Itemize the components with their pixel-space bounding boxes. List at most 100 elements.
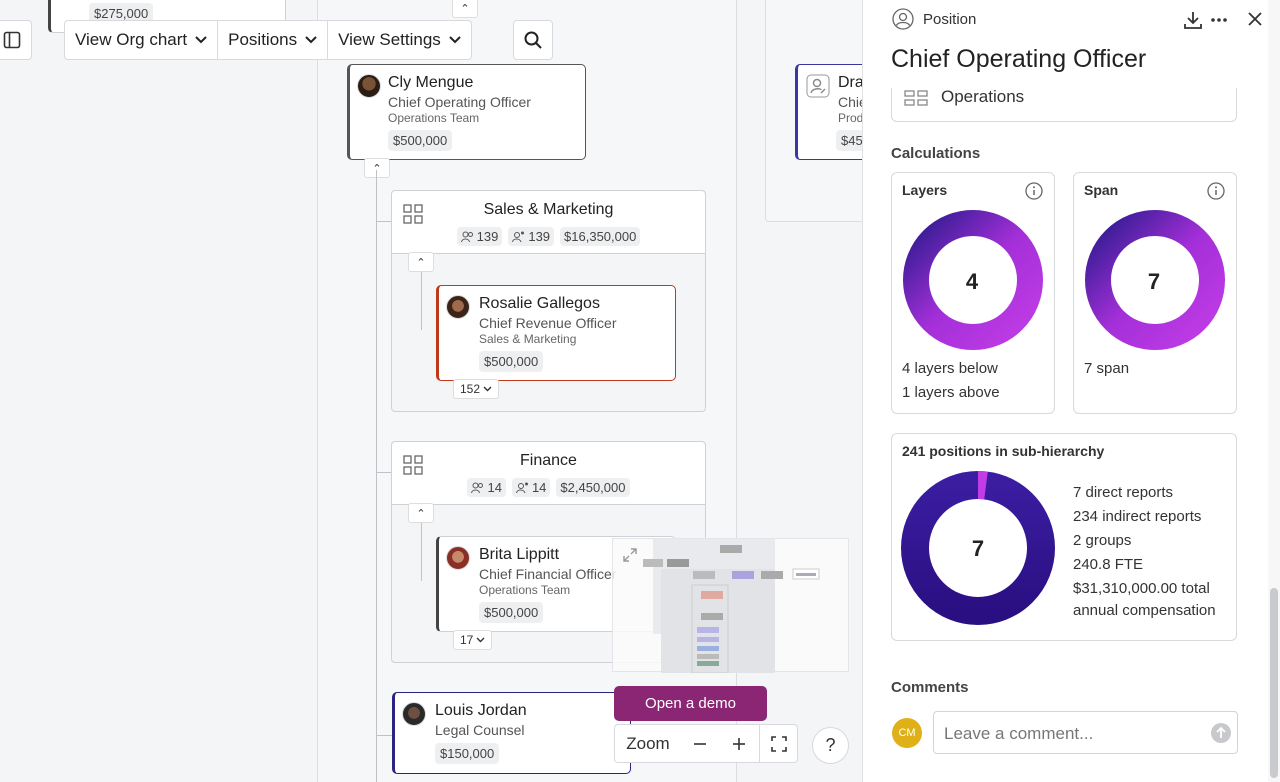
panel-scrollbar[interactable] xyxy=(1268,0,1280,782)
expand-icon xyxy=(623,548,637,562)
zoom-controls: Zoom xyxy=(614,724,798,763)
hierarchy-box: 241 positions in sub-hierarchy 7 7 direc… xyxy=(891,433,1237,641)
person-role: Legal Counsel xyxy=(435,722,525,738)
group-title: Finance xyxy=(520,452,577,469)
sidebar-toggle-button[interactable] xyxy=(0,20,32,60)
positions-icon xyxy=(512,231,525,242)
org-card-partial[interactable]: Dra Chie Prod $45 xyxy=(795,64,862,160)
layers-value: 4 xyxy=(965,269,979,294)
span-title: Span xyxy=(1084,182,1119,198)
positions-value: 14 xyxy=(531,480,547,495)
view-settings-dropdown[interactable]: View Settings xyxy=(328,21,471,59)
person-name: Rosalie Gallegos xyxy=(479,295,600,312)
help-button[interactable]: ? xyxy=(812,727,849,764)
minimap[interactable] xyxy=(612,538,849,673)
indirect-reports: 234 indirect reports xyxy=(1073,508,1202,525)
headcount-stat: 139 xyxy=(456,227,503,246)
layers-above: 1 layers above xyxy=(902,384,1000,401)
hierarchy-donut xyxy=(901,471,1055,625)
connector-line xyxy=(376,735,392,736)
positions-dropdown[interactable]: Positions xyxy=(218,21,329,59)
collapse-up-toggle[interactable]: ⌃ xyxy=(408,503,434,523)
org-chart-canvas[interactable]: $275,000 ⌃ View Org chart Positions View… xyxy=(0,0,862,782)
search-button[interactable] xyxy=(513,20,553,60)
view-org-chart-dropdown[interactable]: View Org chart xyxy=(65,21,219,59)
org-card-louis[interactable]: Louis Jordan Legal Counsel $150,000 xyxy=(392,692,631,774)
layers-box: Layers 4 4 layers below 1 layers above xyxy=(891,172,1055,414)
group-icon xyxy=(403,204,423,224)
salary-pill: $500,000 xyxy=(479,351,544,372)
minimap-preview xyxy=(643,539,820,673)
view-org-chart-label: View Org chart xyxy=(75,30,188,49)
budget-stat: $2,450,000 xyxy=(556,478,630,497)
chevron-down-icon xyxy=(449,36,461,44)
minus-icon xyxy=(694,742,706,745)
fullscreen-icon xyxy=(770,735,787,752)
direct-reports: 7 direct reports xyxy=(1073,484,1174,501)
calculations-label: Calculations xyxy=(891,145,981,162)
chevron-down-icon xyxy=(195,36,207,44)
person-name: Cly Mengue xyxy=(388,74,474,91)
salary-pill: $45 xyxy=(836,130,862,151)
fit-screen-button[interactable] xyxy=(759,725,797,762)
view-settings-label: View Settings xyxy=(338,30,441,49)
people-icon xyxy=(471,482,484,493)
org-card-selected[interactable]: Cly Mengue Chief Operating Officer Opera… xyxy=(347,64,586,160)
scrollbar-thumb[interactable] xyxy=(1270,588,1278,778)
group-title: Sales & Marketing xyxy=(483,201,614,218)
people-icon xyxy=(460,231,473,242)
avatar xyxy=(357,74,381,98)
person-name: Louis Jordan xyxy=(435,702,527,719)
salary-pill: $275,000 xyxy=(89,3,154,24)
person-role: Chief Operating Officer xyxy=(388,94,531,110)
group-name: Operations xyxy=(941,87,1025,106)
reports-count-toggle[interactable]: 17 xyxy=(453,630,493,650)
download-icon xyxy=(1184,12,1202,29)
person-team: Operations Team xyxy=(388,111,480,125)
group-header: Sales & Marketing 139 139 $16,350,000 xyxy=(392,191,705,254)
person-team: Sales & Marketing xyxy=(479,332,577,346)
open-demo-button[interactable]: Open a demo xyxy=(614,686,767,721)
person-role: Chief Revenue Officer xyxy=(479,315,617,331)
org-card-rosalie[interactable]: Rosalie Gallegos Chief Revenue Officer S… xyxy=(436,285,676,381)
person-icon xyxy=(892,8,914,30)
compensation-caption: annual compensation xyxy=(1073,602,1216,619)
groups-count: 2 groups xyxy=(1073,532,1132,549)
layers-below: 4 layers below xyxy=(902,360,998,377)
close-icon xyxy=(1248,12,1262,26)
connector-line xyxy=(421,272,422,330)
positions-label: Positions xyxy=(228,30,298,49)
person-name: Dra xyxy=(838,74,862,91)
zoom-in-button[interactable] xyxy=(719,725,759,762)
comment-input[interactable]: Leave a comment... xyxy=(933,711,1238,754)
positions-stat: 14 xyxy=(511,478,551,497)
zoom-out-button[interactable] xyxy=(681,725,719,762)
group-header: Finance 14 14 $2,450,000 xyxy=(392,442,705,505)
fte-count: 240.8 FTE xyxy=(1073,556,1144,573)
collapse-up-toggle[interactable]: ⌃ xyxy=(452,0,478,18)
person-team: Prod xyxy=(838,111,862,125)
hierarchy-title: 241 positions in sub-hierarchy xyxy=(902,443,1105,459)
position-detail-panel: Position Chief Operating Officer Operati… xyxy=(862,0,1280,782)
positions-icon xyxy=(515,482,528,493)
person-team: Operations Team xyxy=(479,583,571,597)
comments-label: Comments xyxy=(891,679,969,696)
connector-line xyxy=(376,170,377,782)
person-role: Chief Financial Officer xyxy=(479,566,617,582)
group-icon xyxy=(403,455,423,475)
connector-line xyxy=(376,221,392,222)
span-text: 7 span xyxy=(1084,360,1130,377)
reports-count-toggle[interactable]: 152 xyxy=(453,379,500,399)
person-role: Chie xyxy=(838,94,862,110)
salary-pill: $150,000 xyxy=(435,743,500,764)
panel-kind: Position xyxy=(923,11,977,28)
avatar xyxy=(402,702,426,726)
connector-line xyxy=(421,523,422,581)
collapse-up-toggle[interactable]: ⌃ xyxy=(408,252,434,272)
search-icon xyxy=(524,31,542,49)
collapse-up-toggle[interactable]: ⌃ xyxy=(364,158,390,178)
span-box: Span 7 7 span xyxy=(1073,172,1237,414)
group-icon xyxy=(904,90,928,106)
person-name: Brita Lippitt xyxy=(479,546,560,563)
headcount-value: 139 xyxy=(476,229,499,244)
